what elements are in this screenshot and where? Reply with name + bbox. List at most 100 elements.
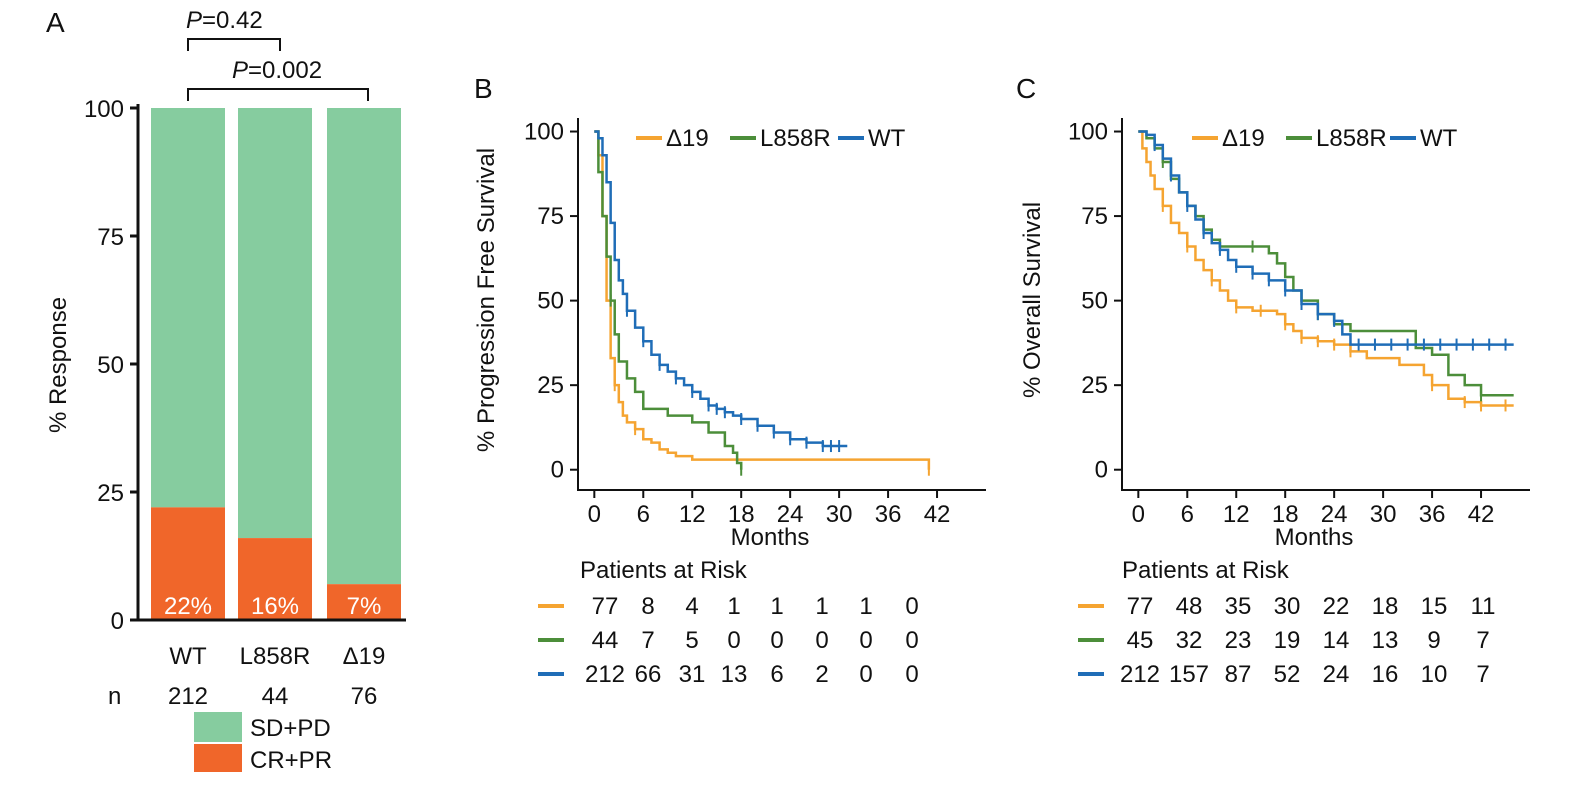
x-tick-label: 42 <box>924 501 951 528</box>
x-tick-label: 0 <box>588 501 601 528</box>
x-tick-label: 6 <box>637 501 650 528</box>
x-tick-label: 6 <box>1181 501 1194 528</box>
risk-value: 48 <box>1176 593 1203 620</box>
bars-a: 22% 16% 7% <box>151 108 401 620</box>
legend-swatch-sdpd <box>194 712 242 742</box>
x-tick-label: 24 <box>1321 501 1348 528</box>
y-tick-label: 75 <box>1081 203 1108 230</box>
risk-value: 0 <box>727 627 740 654</box>
bar-crpr <box>327 584 401 620</box>
risk-title-b: Patients at Risk <box>580 557 748 584</box>
risk-value: 8 <box>641 593 654 620</box>
risk-value: 24 <box>1323 661 1350 688</box>
survival-curve <box>1138 130 1514 397</box>
legend-label-crpr: CR+PR <box>250 747 332 774</box>
legend-label: L858R <box>1316 125 1387 152</box>
risk-value: 1 <box>770 593 783 620</box>
panel-c: C % Overall Survival 0 25 50 75 100 0 6 12 18 24 3… <box>1016 73 1530 688</box>
y-tick-label: 75 <box>97 224 124 251</box>
n-label: n <box>108 683 121 710</box>
survival-curve <box>1138 130 1514 346</box>
x-axis-label-c: Months <box>1275 524 1354 551</box>
x-categories-a: WT L858R Δ19 <box>169 643 385 670</box>
risk-value: 1 <box>727 593 740 620</box>
risk-value: 212 <box>585 661 625 688</box>
survival-curve <box>1138 130 1514 407</box>
risk-value: 44 <box>592 627 619 654</box>
x-tick-label: 30 <box>826 501 853 528</box>
y-axis-label-c: % Overall Survival <box>1019 202 1046 398</box>
risk-value: 0 <box>815 627 828 654</box>
survival-curve <box>594 130 931 470</box>
risk-value: 11 <box>1471 593 1496 620</box>
x-tick-label: 42 <box>1468 501 1495 528</box>
risk-value: 0 <box>770 627 783 654</box>
x-tick-label: 18 <box>1272 501 1299 528</box>
legend-a: SD+PD CR+PR <box>194 712 332 774</box>
risk-value: 87 <box>1225 661 1252 688</box>
risk-value: 13 <box>1372 627 1399 654</box>
risk-value: 7 <box>1476 661 1489 688</box>
y-axis-label-b: % Progression Free Survival <box>473 148 500 452</box>
x-category-label: L858R <box>240 643 311 670</box>
risk-value: 13 <box>721 661 748 688</box>
x-tick-label: 0 <box>1132 501 1145 528</box>
x-tick-label: 18 <box>728 501 755 528</box>
axes-frame <box>1121 118 1530 491</box>
survival-curve <box>594 130 743 470</box>
risk-value: 6 <box>770 661 783 688</box>
risk-value: 7 <box>1476 627 1489 654</box>
risk-value: 66 <box>635 661 662 688</box>
axes-a <box>136 104 406 622</box>
legend-swatch-crpr <box>194 744 242 772</box>
y-tick-label: 100 <box>524 119 564 146</box>
risk-value: 52 <box>1274 661 1301 688</box>
risk-value: 0 <box>905 593 918 620</box>
bar-data-label: 16% <box>251 593 299 620</box>
n-value: 44 <box>262 683 289 710</box>
p-value-italic-2: P <box>232 57 248 84</box>
significance-bracket-2: P=0.002 <box>187 57 369 101</box>
n-value: 212 <box>168 683 208 710</box>
x-tick-label: 36 <box>1419 501 1446 528</box>
risk-value: 19 <box>1274 627 1301 654</box>
risk-value: 45 <box>1127 627 1154 654</box>
x-category-label: WT <box>169 643 207 670</box>
risk-value: 77 <box>1127 593 1154 620</box>
y-tick-label: 25 <box>1081 372 1108 399</box>
x-tick-label: 12 <box>679 501 706 528</box>
legend-label: Δ19 <box>1222 125 1265 152</box>
risk-value: 2 <box>815 661 828 688</box>
risk-value: 15 <box>1421 593 1448 620</box>
risk-value: 9 <box>1427 627 1440 654</box>
legend-label: WT <box>1420 125 1458 152</box>
risk-value: 0 <box>859 627 872 654</box>
p-value-italic-1: P <box>186 7 202 34</box>
n-value: 76 <box>351 683 378 710</box>
bar-sdpd <box>238 108 312 539</box>
x-tick-label: 24 <box>777 501 804 528</box>
legend-label: WT <box>868 125 906 152</box>
y-tick-label: 100 <box>1068 119 1108 146</box>
y-tick-label: 50 <box>97 352 124 379</box>
legend-label: Δ19 <box>666 125 709 152</box>
legend-label-sdpd: SD+PD <box>250 715 331 742</box>
risk-value: 35 <box>1225 593 1252 620</box>
risk-value: 10 <box>1421 661 1448 688</box>
risk-value: 0 <box>905 627 918 654</box>
p-value-text-2: =0.002 <box>248 57 322 84</box>
legend-c: Δ19 L858R WT <box>1192 125 1458 152</box>
axes-frame <box>577 118 986 491</box>
p-value-text-1: =0.42 <box>202 7 263 34</box>
risk-value: 14 <box>1323 627 1350 654</box>
risk-title-c: Patients at Risk <box>1122 557 1290 584</box>
bar-crpr <box>238 538 312 620</box>
risk-value: 31 <box>679 661 706 688</box>
n-values: 212 44 76 <box>168 683 377 710</box>
survival-curve <box>594 130 848 448</box>
risk-value: 157 <box>1169 661 1209 688</box>
bar-sdpd <box>151 108 225 508</box>
risk-value: 77 <box>592 593 619 620</box>
x-axis-label-b: Months <box>731 524 810 551</box>
